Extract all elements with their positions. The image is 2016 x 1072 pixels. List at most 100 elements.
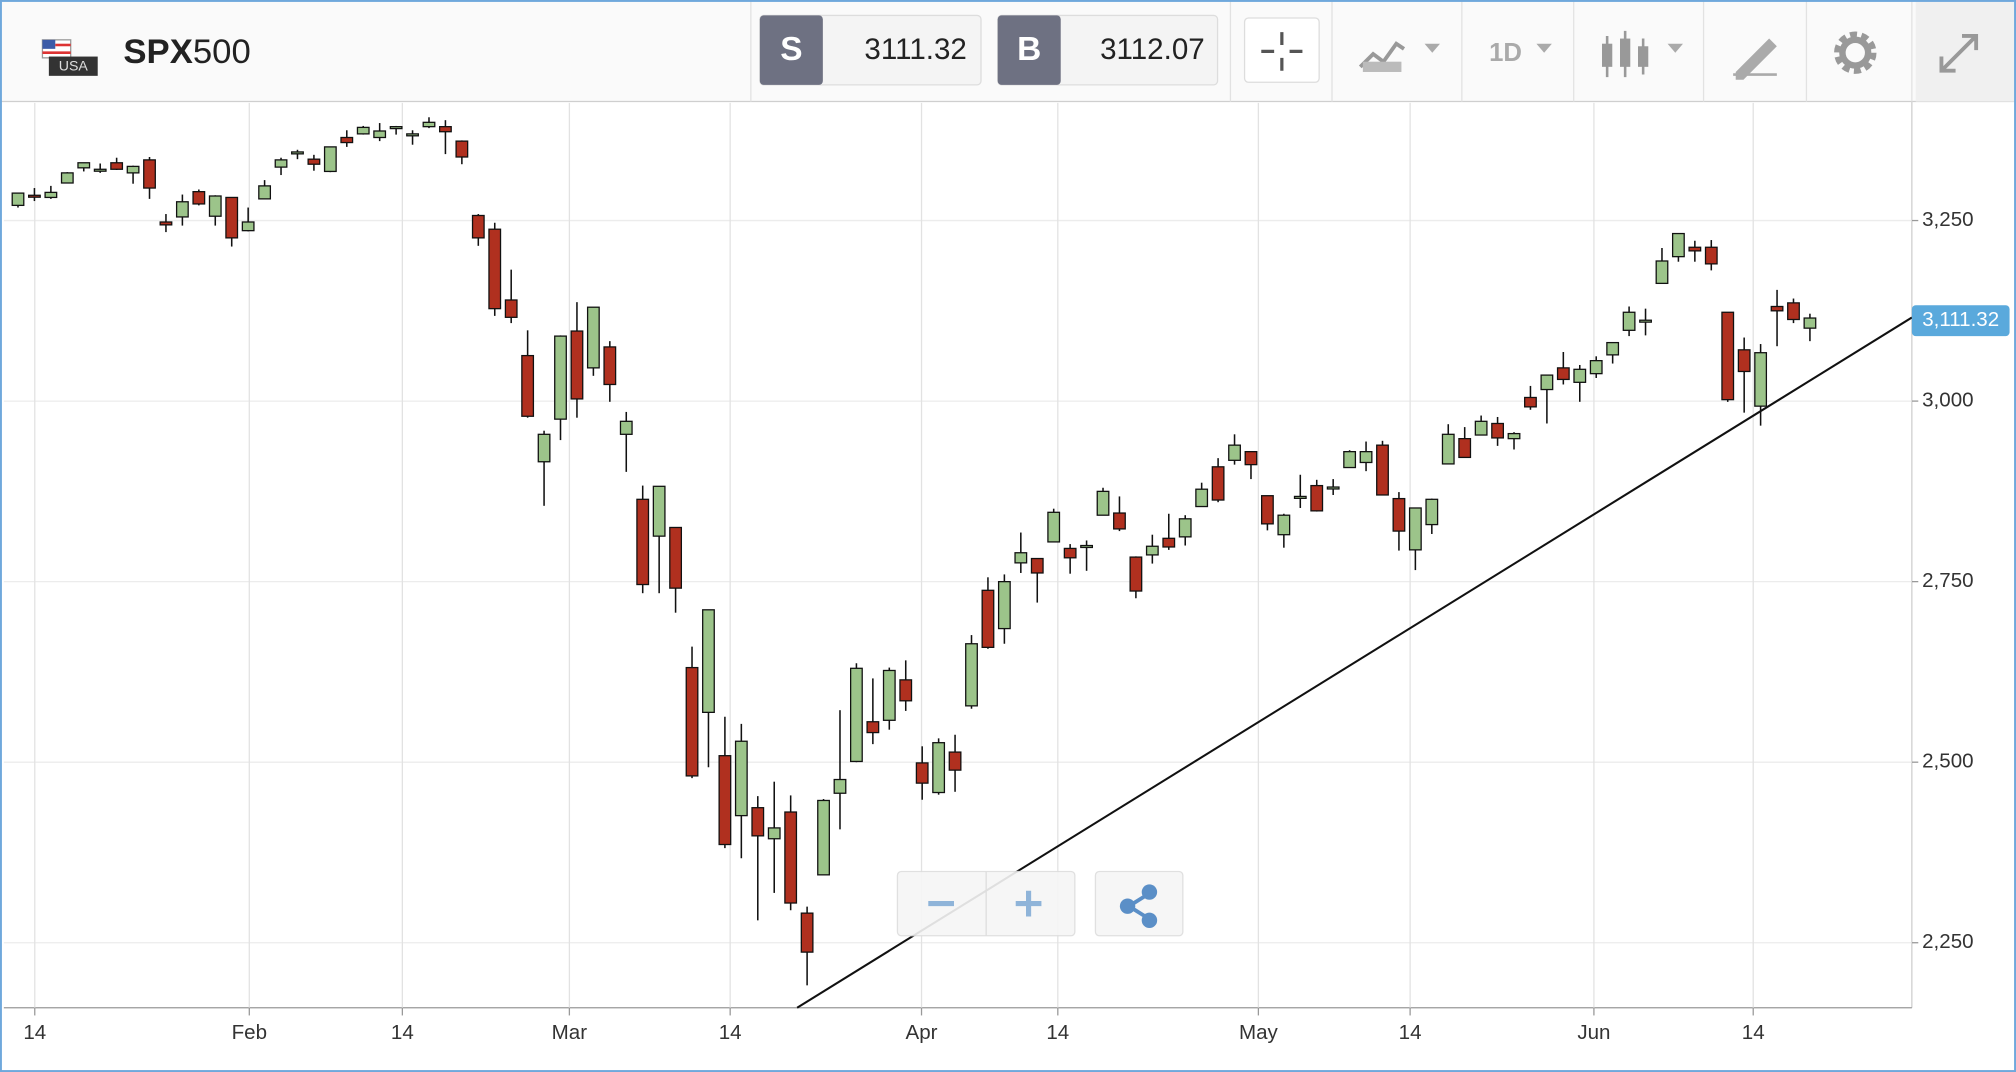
candle-body [1425,498,1439,526]
share-box[interactable] [1094,870,1184,937]
share-dot[interactable] [1141,912,1158,929]
button-box[interactable] [1243,17,1320,83]
candle-body [241,221,255,232]
crosshair-icon[interactable] [1261,32,1303,71]
candle-body [1458,438,1472,459]
candle-body [192,191,206,205]
candle-body [734,740,748,817]
sell-tag[interactable] [759,15,823,85]
candle-style-button[interactable] [1602,30,1683,78]
share-dot[interactable] [1119,898,1136,914]
candle-body [1277,514,1291,536]
toolbar: USA SPX500 S 3111.32 B 3112.07 1D [0,0,2016,103]
dropdown-arrow[interactable] [1424,43,1440,53]
candle-body [1507,432,1521,440]
candle-icon[interactable] [1638,46,1649,67]
sell-label[interactable]: S [780,31,802,68]
candle-body [1162,537,1176,548]
candle-body [323,146,337,173]
y-tick-label: 3,000 [1922,389,1973,412]
candle-body [866,721,880,734]
candle-body [915,762,929,784]
expand-icon[interactable] [1939,34,1979,73]
last-price-box [1911,305,2010,337]
candle-body [882,669,896,721]
candle-body [77,162,91,169]
candle-body [1556,367,1570,381]
candle-body [143,159,156,189]
candle-body [718,755,732,846]
candle-body [948,751,962,771]
candle-body [1803,317,1817,329]
candle-body [1540,374,1554,391]
candle-body [899,679,913,702]
buy-tag[interactable] [997,15,1061,85]
y-tick-label: 2,250 [1922,930,1973,953]
dropdown-arrow[interactable] [1667,43,1683,53]
candle-body [1195,488,1209,508]
candle-body [389,126,403,130]
area-icon[interactable] [1362,61,1402,72]
candle-body [208,195,222,217]
candle-body [1047,511,1061,543]
candle-body [258,185,272,200]
interval-button[interactable]: 1D [1489,39,1552,67]
candle-body [537,433,551,463]
candle-body [488,228,502,310]
flag-label: USA [59,58,89,74]
candle-body [175,201,189,218]
candles [11,117,1817,986]
pencil-icon[interactable] [1735,38,1777,80]
candle-body [1787,302,1800,321]
x-tick-label: Jun [1577,1021,1610,1044]
candle-body [685,666,699,777]
candle-body [1589,360,1603,375]
candle-body [849,667,863,763]
dropdown-arrow[interactable] [1536,43,1552,53]
buy-button[interactable]: B 3112.07 [997,14,1219,86]
candle-body [1704,246,1718,265]
sell-button[interactable]: S 3111.32 [759,14,982,86]
share-dot[interactable] [1141,884,1158,900]
interval-label[interactable]: 1D [1489,39,1522,67]
fullscreen-button[interactable] [1915,0,2016,102]
candle-icon[interactable] [1620,38,1631,67]
candle-body [1573,368,1587,383]
candle-body [274,159,288,168]
candle-body [1096,490,1110,516]
grid [3,102,1912,1008]
draw-button[interactable] [1733,38,1777,80]
candle-body [44,191,58,199]
candle-body [1343,451,1357,469]
candle-body [455,140,469,158]
candle-body [817,799,830,876]
candle-body [126,165,140,174]
chart-type-button[interactable] [1358,41,1440,72]
gear-ring[interactable] [1839,36,1872,69]
candle-body [603,346,617,386]
candle-body [225,196,239,239]
candle-body [702,609,715,713]
candle-body [1441,433,1455,465]
candle-icon[interactable] [1602,43,1613,67]
symbol-bold: SPX [123,33,192,71]
gear-teeth[interactable] [1834,31,1877,74]
zoom-in[interactable] [1015,890,1042,917]
symbol-rest: 500 [193,33,251,71]
candle-body [406,133,419,137]
candle-body [60,172,74,184]
candle-body [997,580,1011,630]
candle-body [636,498,650,586]
candle-body [1639,319,1652,323]
last-price-label: 3,111.32 [1922,308,1999,331]
settings-button[interactable] [1834,31,1877,74]
buy-label[interactable]: B [1017,31,1041,68]
y-tick-label: 3,250 [1922,208,1973,231]
candle-body [1080,544,1094,549]
flag-canton [42,39,56,49]
sell-price[interactable]: 3111.32 [864,33,966,66]
candle-body [932,742,946,794]
button-box[interactable] [1915,0,2016,102]
crosshair-button[interactable] [1243,17,1320,83]
buy-price[interactable]: 3112.07 [1100,33,1205,66]
